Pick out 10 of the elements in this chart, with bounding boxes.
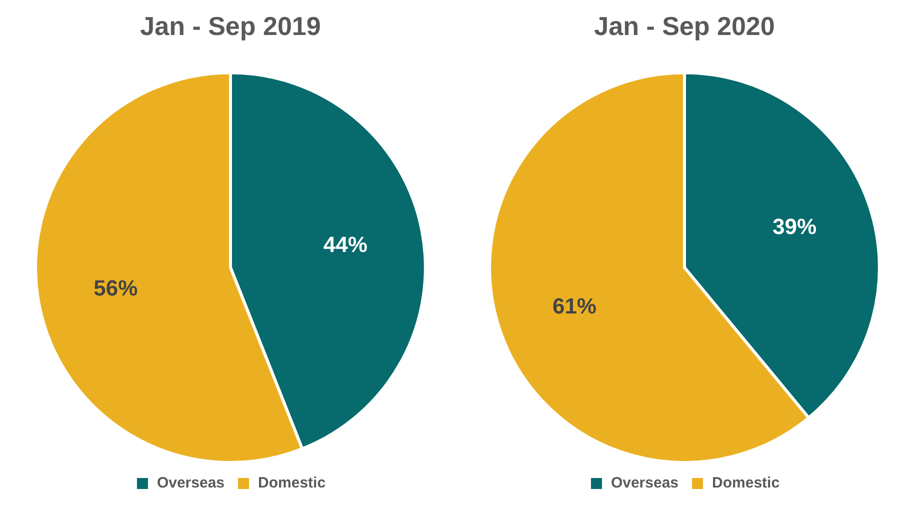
data-label: 44% (323, 232, 368, 257)
data-label: 56% (94, 276, 138, 301)
legend-label: Domestic (712, 474, 780, 492)
data-label: 39% (772, 214, 817, 240)
legend-label: Overseas (610, 474, 679, 492)
data-label: 61% (552, 293, 596, 318)
legend-label: Domestic (258, 474, 326, 492)
chart-title: Jan - Sep 2020 (594, 10, 775, 41)
chart-title: Jan - Sep 2019 (140, 10, 321, 41)
legend-label: Overseas (156, 474, 225, 492)
